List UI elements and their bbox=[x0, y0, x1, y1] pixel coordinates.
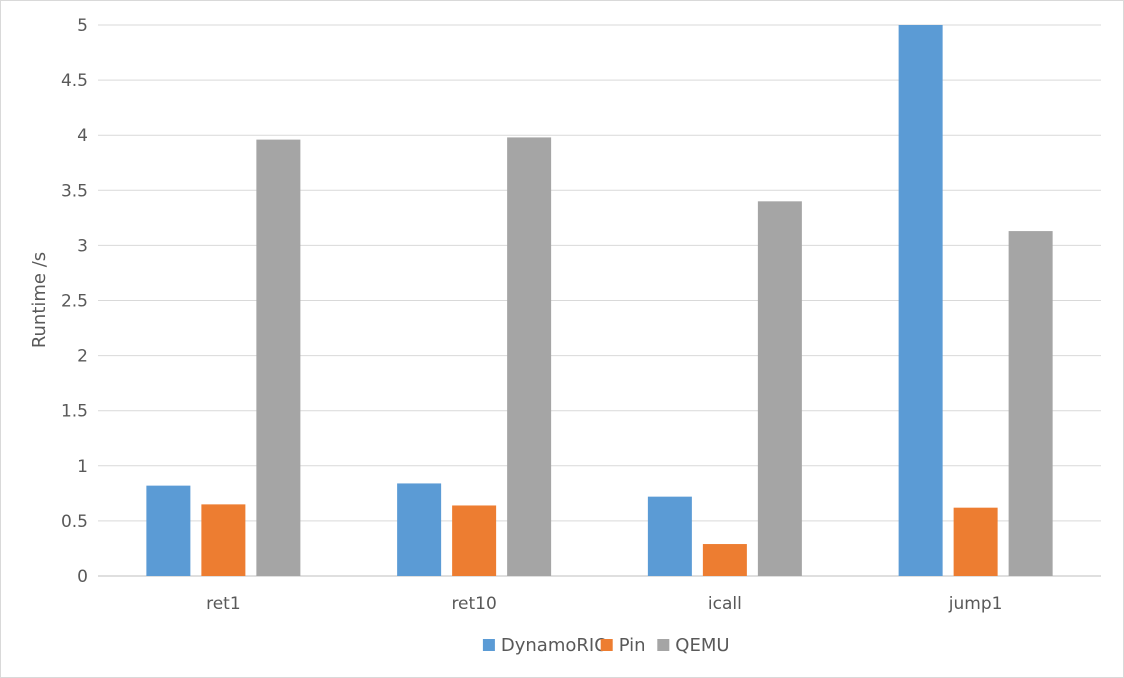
y-tick-label: 5 bbox=[77, 16, 88, 36]
y-tick-label: 3.5 bbox=[61, 181, 88, 201]
bar-dynamorio-ret1 bbox=[146, 485, 191, 576]
legend-swatch-pin bbox=[600, 639, 613, 651]
legend: DynamoRIO Pin QEMU bbox=[482, 635, 730, 656]
bars bbox=[146, 25, 1053, 577]
bar-pin-ret10 bbox=[452, 505, 497, 576]
bar-pin-jump1 bbox=[953, 507, 998, 576]
y-tick-label: 1.5 bbox=[61, 402, 88, 422]
y-axis-ticks: 0 0.5 1 1.5 2 2.5 3 3.5 4 4.5 5 bbox=[61, 16, 88, 587]
x-tick-label: ret10 bbox=[451, 594, 496, 614]
bar-dynamorio-ret10 bbox=[397, 483, 442, 576]
y-tick-label: 1 bbox=[77, 457, 88, 477]
y-axis-title: Runtime /s bbox=[29, 252, 50, 348]
y-tick-label: 3 bbox=[77, 236, 88, 256]
x-axis-ticks: ret1 ret10 icall jump1 bbox=[206, 594, 1002, 614]
legend-swatch-qemu bbox=[657, 639, 670, 651]
y-tick-label: 0 bbox=[77, 567, 88, 587]
legend-label-qemu: QEMU bbox=[675, 635, 729, 656]
y-tick-label: 4.5 bbox=[61, 71, 88, 91]
x-tick-label: jump1 bbox=[948, 594, 1003, 614]
y-tick-label: 2 bbox=[77, 347, 88, 367]
bar-qemu-ret10 bbox=[507, 137, 552, 577]
gridlines bbox=[98, 24, 1101, 577]
bar-dynamorio-jump1 bbox=[898, 25, 943, 576]
x-tick-label: ret1 bbox=[206, 594, 241, 614]
bar-pin-ret1 bbox=[201, 504, 246, 576]
bar-qemu-ret1 bbox=[256, 139, 301, 576]
legend-label-pin: Pin bbox=[619, 635, 646, 656]
bar-qemu-jump1 bbox=[1008, 231, 1053, 576]
x-tick-label: icall bbox=[708, 594, 742, 614]
bar-pin-icall bbox=[702, 544, 747, 576]
bar-dynamorio-icall bbox=[647, 496, 692, 576]
legend-swatch-dynamorio bbox=[482, 639, 495, 651]
bar-qemu-icall bbox=[757, 201, 802, 576]
legend-label-dynamorio: DynamoRIO bbox=[501, 635, 608, 656]
y-tick-label: 0.5 bbox=[61, 512, 88, 532]
y-tick-label: 2.5 bbox=[61, 292, 88, 312]
y-tick-label: 4 bbox=[77, 126, 88, 146]
